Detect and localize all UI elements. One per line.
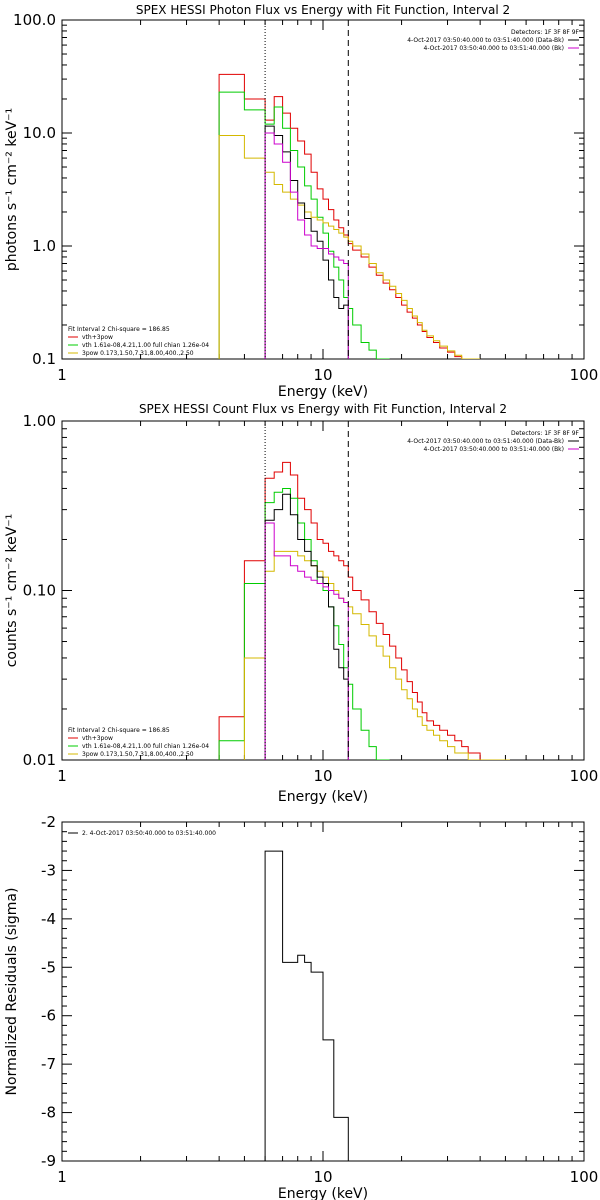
chart-panel-2: SPEX HESSI Count Flux vs Energy with Fit… <box>4 402 598 805</box>
series-yellow-line <box>218 135 481 359</box>
y-tick-label: 10.0 <box>23 124 56 142</box>
legend-fit-header: Fit Interval 2 Chi-square = 186.85 <box>68 727 170 734</box>
x-tick-label: 100 <box>570 1168 599 1186</box>
y-axis-label: counts s⁻¹ cm⁻² keV⁻¹ <box>4 514 20 668</box>
x-tick-label: 10 <box>313 1168 332 1186</box>
x-tick-label: 100 <box>570 767 599 785</box>
y-tick-label: 0.01 <box>23 751 56 769</box>
y-tick-label: 0.1 <box>32 350 56 368</box>
x-axis-label: Energy (keV) <box>278 789 368 805</box>
plot-area <box>218 421 510 760</box>
y-tick-label: -4 <box>41 910 56 928</box>
legend-fit-header: Fit Interval 2 Chi-square = 186.85 <box>68 326 170 333</box>
series-red-line <box>218 461 510 760</box>
legend-left-entry: 3pow 0.173,1.50,7.31,8.00,400.,2.50 <box>82 751 194 758</box>
series-black-line <box>264 493 349 760</box>
y-tick-label: 0.10 <box>23 582 56 600</box>
legend-left-entry: vth 1.61e-08,4.21,1.00 full chian 1.26e-… <box>82 342 209 349</box>
y-tick-label: -3 <box>41 861 56 879</box>
legend-right-entry: 4-Oct-2017 03:50:40.000 to 03:51:40.000 … <box>407 37 564 44</box>
legend-detectors: Detectors: 1F 3F 8F 9F <box>511 29 580 36</box>
chart-title: SPEX HESSI Count Flux vs Energy with Fit… <box>139 402 507 416</box>
series-green-line <box>218 91 390 359</box>
legend-right-entry: 4-Oct-2017 03:50:40.000 to 03:51:40.000 … <box>407 438 564 445</box>
y-axis-label: Normalized Residuals (sigma) <box>4 888 20 1096</box>
x-tick-label: 10 <box>313 366 332 384</box>
x-tick-label: 1 <box>57 767 67 785</box>
chart-panel-3: 1 10 100 -9 -8 -7 -6 -5 -4 -3 -2 Energy (keV) Normal… <box>4 813 598 1200</box>
y-tick-label: -8 <box>41 1104 56 1122</box>
x-tick-label: 1 <box>57 1168 67 1186</box>
legend-left-entry: vth 1.61e-08,4.21,1.00 full chian 1.26e-… <box>82 743 209 750</box>
y-tick-label: -2 <box>41 813 56 831</box>
legend-left-entry: vth+3pow <box>82 735 113 742</box>
legend-left-entry: 3pow 0.173,1.50,7.31,8.00,400.,2.50 <box>82 350 194 357</box>
series-magenta-line <box>264 132 349 359</box>
series-black-line <box>264 850 349 1161</box>
legend-right-entry: 4-Oct-2017 03:50:40.000 to 03:51:40.000 … <box>424 446 565 453</box>
chart-title: SPEX HESSI Photon Flux vs Energy with Fi… <box>136 3 510 17</box>
x-tick-label: 1 <box>57 366 67 384</box>
y-tick-label: 1.0 <box>32 237 56 255</box>
series-yellow-line <box>243 550 510 760</box>
y-tick-label: 100.0 <box>13 11 56 29</box>
x-tick-label: 100 <box>570 366 599 384</box>
y-tick-label: -6 <box>41 1007 56 1025</box>
legend-left-entry: 2. 4-Oct-2017 03:50:40.000 to 03:51:40.0… <box>82 830 216 837</box>
y-tick-label: -9 <box>41 1152 56 1170</box>
chart-panel-1: SPEX HESSI Photon Flux vs Energy with Fi… <box>4 3 598 400</box>
y-tick-label: -5 <box>41 958 56 976</box>
y-tick-label: -7 <box>41 1055 56 1073</box>
legend-detectors: Detectors: 1F 3F 8F 9F <box>511 430 580 437</box>
plot-area <box>264 850 349 1161</box>
y-tick-label: 1.00 <box>23 412 56 430</box>
series-magenta-line <box>264 522 349 760</box>
series-black-line <box>264 125 349 359</box>
x-axis-label: Energy (keV) <box>278 384 368 400</box>
legend-left-entry: vth+3pow <box>82 334 113 341</box>
plot-area <box>218 20 481 359</box>
legend-right-entry: 4-Oct-2017 03:50:40.000 to 03:51:40.000 … <box>424 45 565 52</box>
y-axis-label: photons s⁻¹ cm⁻² keV⁻¹ <box>4 108 20 271</box>
series-red-line <box>218 73 481 359</box>
x-tick-label: 10 <box>313 767 332 785</box>
x-axis-label: Energy (keV) <box>278 1186 368 1200</box>
